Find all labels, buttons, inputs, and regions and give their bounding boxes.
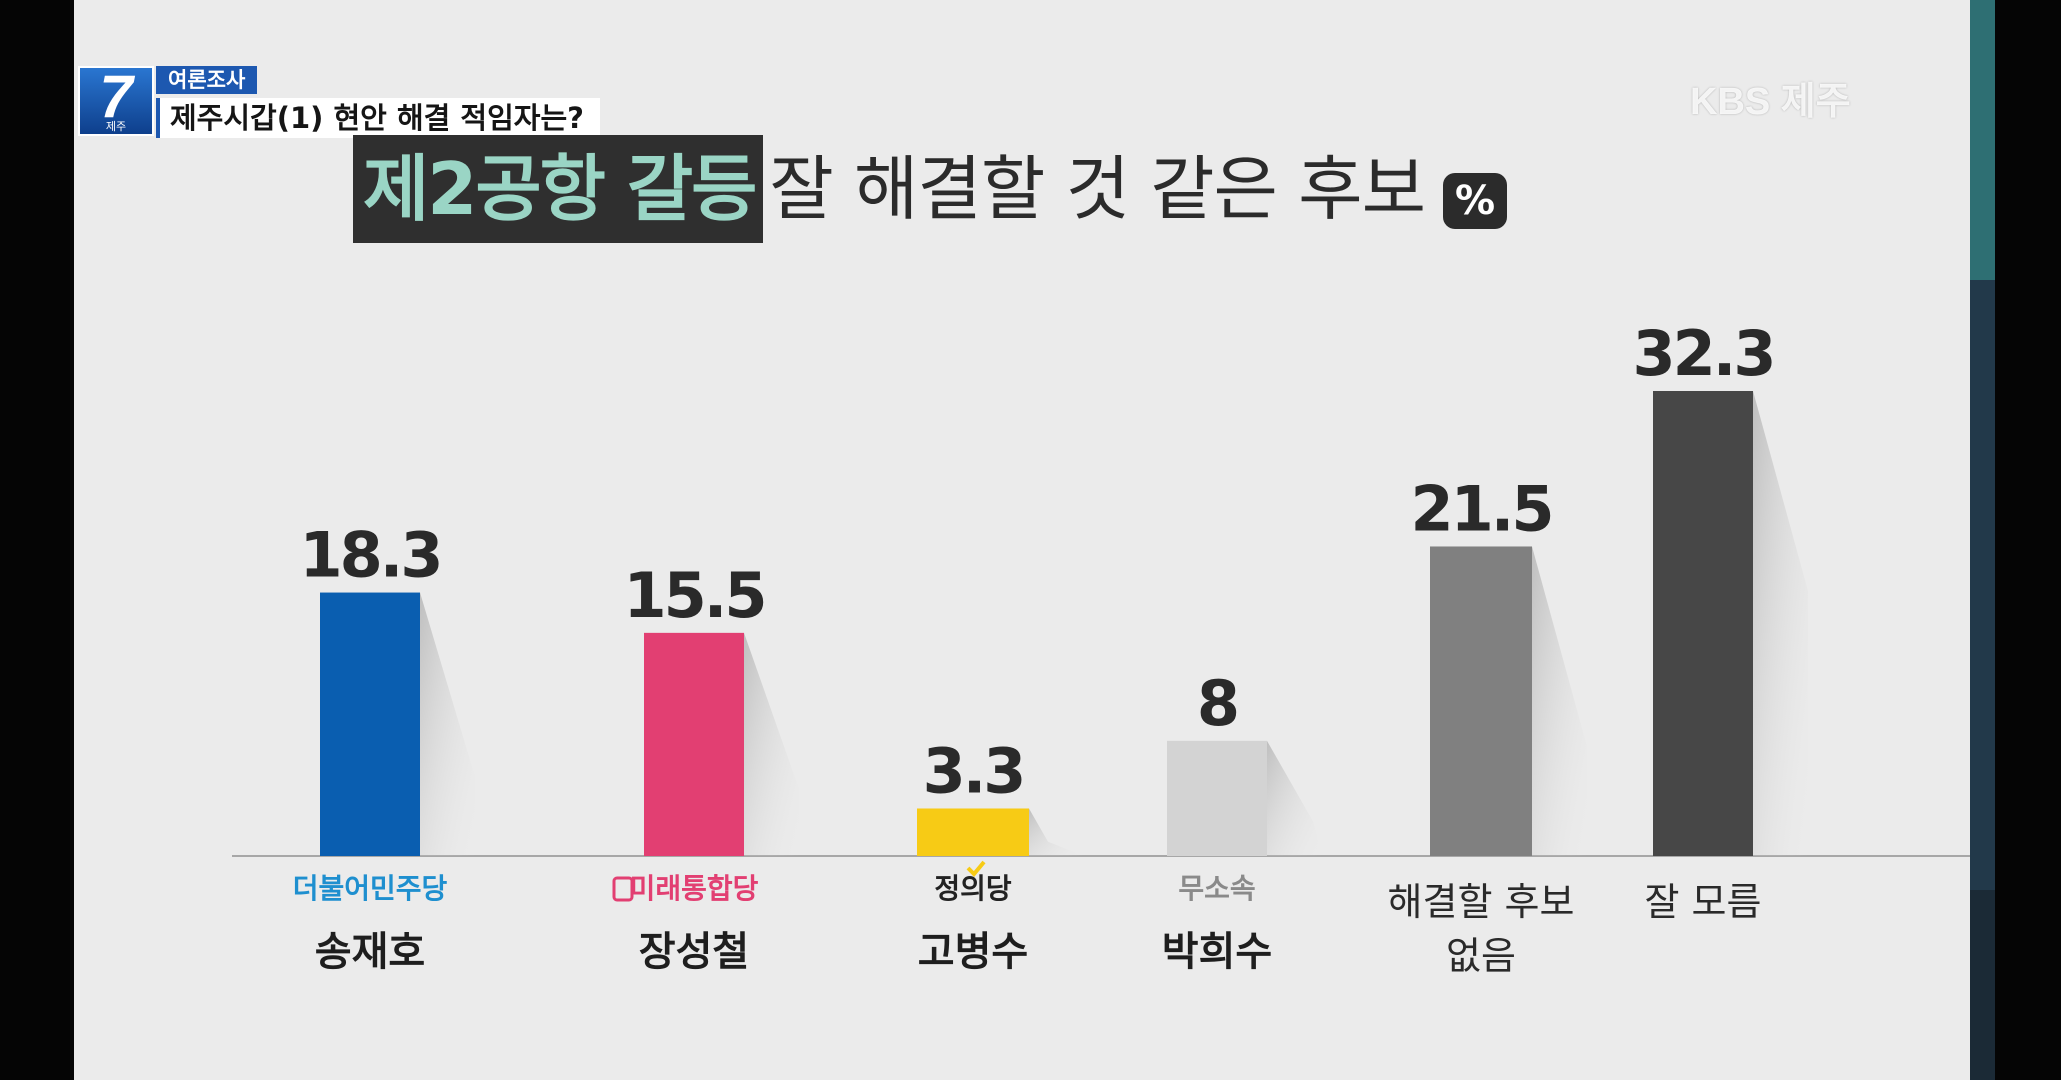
category-label: 없음 bbox=[1446, 934, 1516, 978]
candidate-label: 박희수 bbox=[1162, 929, 1272, 975]
bar-shadow bbox=[744, 632, 799, 856]
bar-value-label: 21.5 bbox=[1411, 472, 1552, 545]
kbs-watermark: KBS 제주 bbox=[1690, 81, 1851, 123]
bar-3 bbox=[917, 808, 1029, 856]
party-label: 더불어민주당 bbox=[293, 872, 448, 905]
bar-value-label: 15.5 bbox=[624, 559, 765, 632]
headline-rest: 잘 해결할 것 같은 후보 bbox=[769, 148, 1426, 230]
bar-value-label: 18.3 bbox=[300, 519, 441, 592]
category-label: 잘 모름 bbox=[1645, 880, 1762, 924]
bar-value-label: 8 bbox=[1197, 667, 1237, 740]
party-label: 무소속 bbox=[1178, 872, 1255, 905]
party-label: 정의당 bbox=[934, 872, 1012, 905]
jeongui-check-icon bbox=[966, 860, 986, 877]
bar-5 bbox=[1430, 546, 1532, 856]
candidate-label: 고병수 bbox=[918, 929, 1028, 975]
candidate-label: 장성철 bbox=[639, 929, 749, 975]
right-edge-strip bbox=[1970, 0, 1995, 1080]
party-label: 미래통합당 bbox=[630, 872, 759, 905]
right-strip-middle bbox=[1970, 280, 1995, 890]
category-label: 해결할 후보 bbox=[1388, 880, 1575, 924]
bar-4 bbox=[1167, 740, 1267, 856]
bar-shadow bbox=[420, 592, 475, 856]
bar-shadow bbox=[1532, 546, 1587, 856]
candidate-label: 송재호 bbox=[315, 929, 425, 975]
right-strip-accent bbox=[1970, 0, 1995, 280]
logo-sub: 제주 bbox=[105, 120, 127, 133]
bar-shadow bbox=[1029, 808, 1084, 856]
mirae-party-emblem-icon bbox=[612, 876, 634, 902]
topic-title: 제주시갑(1) 현안 해결 적임자는? bbox=[156, 98, 600, 138]
bar-6 bbox=[1653, 391, 1753, 856]
bar-shadow bbox=[1267, 740, 1322, 856]
bar-value-label: 3.3 bbox=[923, 734, 1024, 807]
bar-value-label: 32.3 bbox=[1633, 317, 1774, 390]
headline-highlight: 제2공항 갈등 bbox=[353, 135, 764, 243]
category-tag: 여론조사 bbox=[156, 66, 258, 94]
unit-badge: % bbox=[1442, 173, 1507, 229]
logo-number: 7 bbox=[99, 63, 133, 130]
bar-2 bbox=[644, 632, 744, 856]
channel-7-logo: 7 제주 bbox=[78, 63, 154, 136]
chart-headline: 제2공항 갈등 잘 해결할 것 같은 후보% bbox=[353, 135, 1507, 243]
bar-shadow bbox=[1753, 391, 1808, 856]
bar-1 bbox=[320, 592, 420, 856]
